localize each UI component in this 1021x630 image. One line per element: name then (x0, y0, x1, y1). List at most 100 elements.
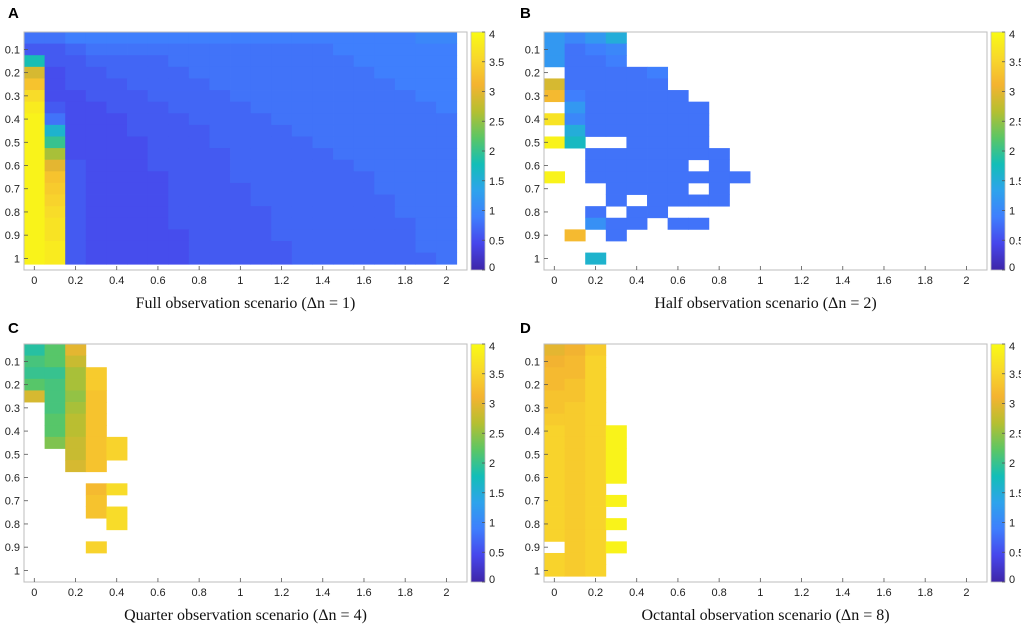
heatmap-cell (106, 136, 128, 149)
heatmap-cell (65, 136, 87, 149)
colorbar-tick-label: 4 (489, 29, 495, 41)
heatmap-cell (374, 101, 396, 114)
heatmap-cell (147, 229, 169, 242)
heatmap-cell (333, 171, 355, 184)
heatmap-cell (585, 471, 607, 484)
heatmap-cell (544, 552, 566, 565)
y-tick-label: 0.7 (525, 496, 540, 508)
heatmap-cell (647, 136, 669, 149)
heatmap-cell (312, 194, 334, 207)
x-tick-label: 0.8 (191, 275, 206, 287)
heatmap-cell (647, 159, 669, 172)
x-tick-label: 1.8 (918, 275, 933, 287)
colorbar-tick-label: 3.5 (489, 369, 504, 381)
heatmap-cell (394, 32, 416, 45)
heatmap-cell (436, 252, 458, 265)
y-tick-label: 0.7 (5, 184, 20, 196)
heatmap-cell (374, 217, 396, 230)
heatmap-cell (564, 124, 586, 137)
heatmap-cells (544, 344, 627, 577)
heatmap-cell (605, 90, 627, 103)
heatmap-cell (394, 101, 416, 114)
heatmap-cell (415, 55, 437, 68)
heatmap-cell (626, 217, 648, 230)
heatmap-cell (85, 541, 107, 554)
panel-c: C 0 0.2 0.4 0.6 0.8 1 1.2 1.4 1.6 1.8 2 0.1 0.2 0.3 0.4… (5, 320, 505, 624)
heatmap-cell (65, 378, 87, 391)
heatmap-cell (688, 136, 710, 149)
heatmap-cell (291, 252, 313, 265)
heatmap-cell (209, 90, 231, 103)
heatmap-cell (374, 113, 396, 126)
panel-letter: D (520, 320, 531, 337)
x-tick-label: 0.6 (150, 587, 165, 599)
heatmap-cell (564, 413, 586, 426)
heatmap-cell (353, 194, 375, 207)
colorbar: 0 0.5 1 1.5 2 2.5 3 3.5 4 (990, 341, 1021, 586)
heatmap-cell (127, 159, 149, 172)
heatmap-cell (688, 101, 710, 114)
heatmap-cell (24, 32, 46, 45)
heatmap-cell (291, 90, 313, 103)
heatmap-cell (564, 541, 586, 554)
heatmap-cells (24, 32, 458, 265)
heatmap-cell (394, 252, 416, 265)
heatmap-cell (44, 101, 66, 114)
heatmap-cell (44, 171, 66, 184)
heatmap-cell (333, 252, 355, 265)
heatmap-cell (85, 240, 107, 253)
heatmap-cell (394, 171, 416, 184)
heatmap-cell (44, 229, 66, 242)
heatmap-cell (230, 113, 252, 126)
heatmap-cell (24, 252, 46, 265)
heatmap-cell (374, 229, 396, 242)
heatmap-cell (605, 425, 627, 438)
heatmap-cell (106, 55, 128, 68)
heatmap-cell (394, 148, 416, 161)
heatmap-cell (667, 113, 689, 126)
heatmap-cell (24, 182, 46, 195)
heatmap-cell (564, 483, 586, 496)
heatmap-cell (85, 101, 107, 114)
heatmap-cell (333, 217, 355, 230)
heatmap-cell (291, 55, 313, 68)
x-tick-label: 1.8 (398, 275, 413, 287)
heatmap-cell (544, 90, 566, 103)
heatmap-cell (291, 66, 313, 79)
heatmap-cell (127, 206, 149, 219)
heatmap-cell (626, 159, 648, 172)
heatmap-cell (394, 240, 416, 253)
heatmap-cell (374, 90, 396, 103)
y-tick-label: 0.8 (525, 207, 540, 219)
y-tick-label: 0.4 (525, 426, 540, 438)
y-tick-label: 0.9 (5, 230, 20, 242)
heatmap-cell (127, 229, 149, 242)
heatmap-cell (415, 194, 437, 207)
heatmap-cell (333, 55, 355, 68)
heatmap-cell (188, 217, 210, 230)
heatmap-cell (544, 460, 566, 473)
heatmap-cell (188, 252, 210, 265)
heatmap-cell (127, 101, 149, 114)
heatmap-cell (85, 90, 107, 103)
heatmap-cell (353, 32, 375, 45)
heatmap-cell (230, 78, 252, 91)
heatmap-cell (44, 390, 66, 403)
heatmap-cell (585, 43, 607, 56)
x-tick-label: 0.4 (629, 587, 644, 599)
colorbar-tick-label: 0 (1009, 574, 1015, 586)
heatmap-cell (394, 78, 416, 91)
heatmap-cell (24, 124, 46, 137)
heatmap-cell (65, 101, 87, 114)
heatmap-cell (106, 90, 128, 103)
heatmap-cell (85, 55, 107, 68)
heatmap-cell (436, 229, 458, 242)
heatmap-cell (24, 390, 46, 403)
heatmap-cell (564, 32, 586, 45)
heatmap-cell (147, 206, 169, 219)
heatmap-cell (147, 32, 169, 45)
heatmap-cell (188, 55, 210, 68)
heatmap-cell (85, 159, 107, 172)
heatmap-cell (250, 206, 272, 219)
heatmap-cell (271, 101, 293, 114)
